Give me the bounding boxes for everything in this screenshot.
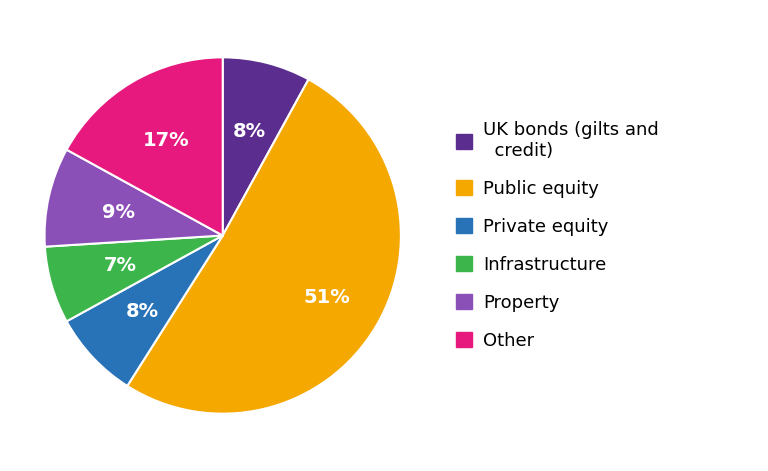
Text: 8%: 8% [233, 122, 266, 141]
Text: 51%: 51% [303, 288, 350, 307]
Text: 8%: 8% [126, 301, 159, 321]
Wedge shape [45, 150, 223, 247]
Wedge shape [67, 236, 223, 386]
Legend: UK bonds (gilts and
  credit), Public equity, Private equity, Infrastructure, Pr: UK bonds (gilts and credit), Public equi… [449, 114, 666, 357]
Text: 17%: 17% [143, 131, 190, 150]
Wedge shape [45, 236, 223, 321]
Wedge shape [127, 79, 401, 414]
Text: 7%: 7% [104, 256, 137, 275]
Wedge shape [223, 57, 309, 236]
Wedge shape [67, 57, 223, 236]
Text: 9%: 9% [102, 203, 135, 222]
